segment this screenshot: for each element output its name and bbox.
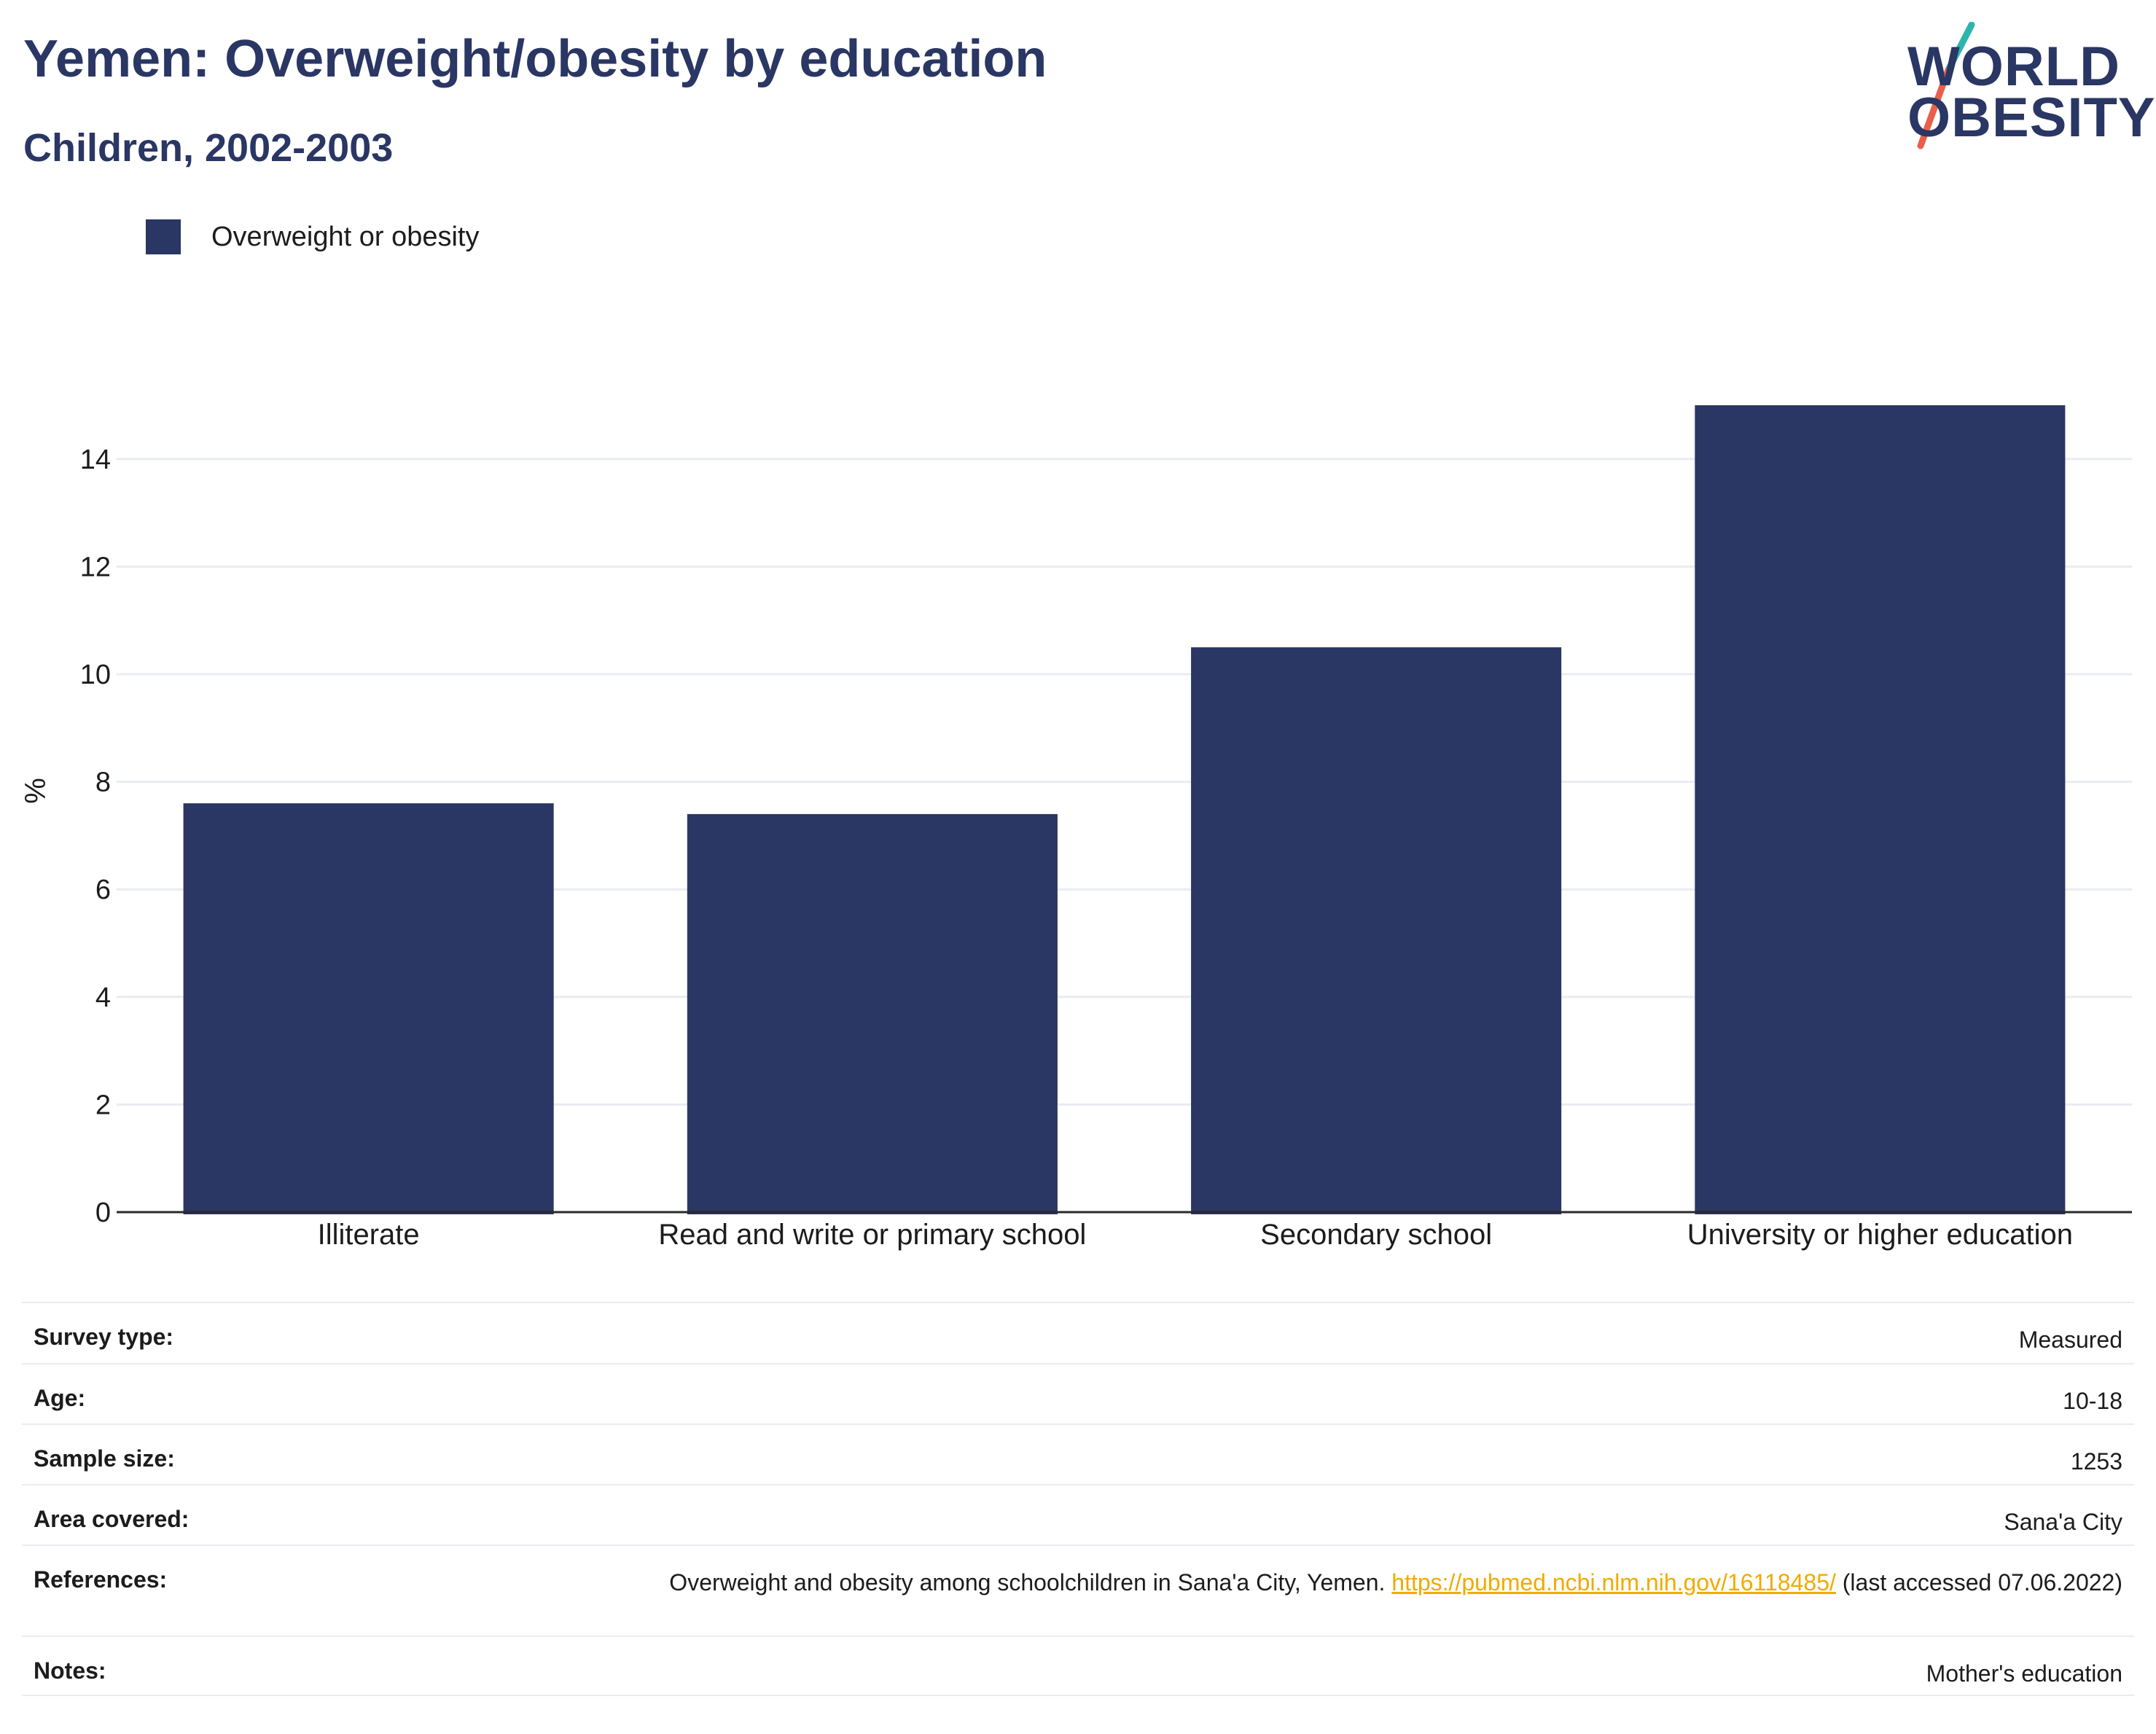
info-row-area-covered: Area covered: Sana'a City (22, 1484, 2134, 1544)
info-row-sample-size: Sample size: 1253 (22, 1423, 2134, 1484)
bar (1191, 647, 1562, 1214)
x-tick-label: Read and write or primary school (658, 1219, 1086, 1251)
bar-chart: 0 2 4 6 8 10 12 14% Illiterate Read and write or … (20, 405, 2132, 1251)
info-key: Sample size: (34, 1445, 175, 1472)
x-tick-label: Illiterate (318, 1219, 420, 1251)
info-value: Mother's education (1926, 1660, 2122, 1687)
chart-legend: Overweight or obesity (146, 219, 480, 255)
info-row-references: References: Overweight and obesity among… (22, 1544, 2134, 1636)
info-value: Sana'a City (2004, 1509, 2122, 1535)
bar (687, 813, 1058, 1214)
info-key: Notes: (34, 1657, 106, 1684)
y-tick-label: 6 (95, 875, 111, 905)
info-value: Measured (2018, 1327, 2122, 1353)
chart-subtitle: Children, 2002-2003 (23, 126, 394, 170)
y-tick-label: 12 (80, 552, 111, 582)
y-tick-label: 8 (95, 768, 111, 798)
x-tick-label: University or higher education (1687, 1219, 2073, 1251)
y-tick-label: 14 (80, 445, 111, 475)
bar (183, 803, 554, 1214)
y-tick-label: 2 (95, 1090, 111, 1120)
y-tick-label: 0 (95, 1198, 111, 1228)
info-value: 10-18 (2063, 1388, 2122, 1414)
info-value: 1253 (2070, 1448, 2122, 1475)
logo-slash-icon (1917, 22, 1975, 149)
info-key: Survey type: (34, 1324, 174, 1350)
info-row-age: Age: 10-18 (22, 1363, 2134, 1423)
logo-slash-coral (1917, 66, 1952, 149)
bar (1695, 405, 2066, 1214)
reference-text: Overweight and obesity among schoolchild… (669, 1569, 1392, 1596)
logo-slash-teal (1945, 22, 1975, 74)
info-value: Overweight and obesity among schoolchild… (669, 1566, 2122, 1598)
y-axis-label: % (20, 778, 52, 804)
info-key: References: (34, 1566, 168, 1593)
y-tick-label: 10 (80, 660, 111, 690)
chart-title: Yemen: Overweight/obesity by education (23, 30, 1047, 88)
legend-swatch (146, 219, 181, 254)
survey-info-table: Survey type: Measured Age: 10-18 Sample … (22, 1302, 2134, 1696)
info-row-notes: Notes: Mother's education (22, 1636, 2134, 1696)
logo-word-obesity: OBESITY (1907, 87, 2156, 149)
reference-link[interactable]: https://pubmed.ncbi.nlm.nih.gov/16118485… (1391, 1569, 1836, 1596)
legend-label: Overweight or obesity (211, 221, 480, 252)
info-row-survey-type: Survey type: Measured (22, 1302, 2134, 1363)
info-key: Age: (34, 1385, 86, 1411)
reference-accessed: (last accessed 07.06.2022) (1835, 1569, 2122, 1596)
info-key: Area covered: (34, 1506, 190, 1532)
world-obesity-logo: WORLD OBESITY (1899, 22, 2155, 153)
y-tick-label: 4 (95, 983, 111, 1013)
logo-word-world: WORLD (1907, 36, 2121, 98)
x-tick-label: Secondary school (1260, 1219, 1492, 1251)
